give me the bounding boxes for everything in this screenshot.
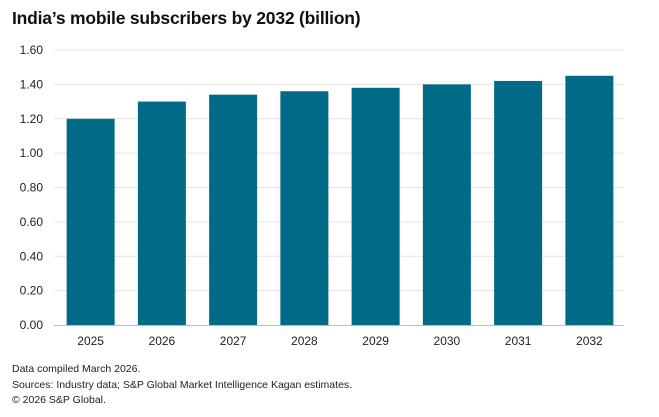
y-tick-label: 0.80 xyxy=(20,181,44,195)
chart-title: India’s mobile subscribers by 2032 (bill… xyxy=(12,8,361,28)
x-tick-label: 2026 xyxy=(149,334,176,348)
y-tick-label: 0.40 xyxy=(20,249,44,263)
y-tick-label: 1.00 xyxy=(20,146,44,160)
x-tick-label: 2031 xyxy=(505,334,532,348)
note-sources: Sources: Industry data; S&P Global Marke… xyxy=(12,378,353,391)
x-axis-ticks: 2025 2026 2027 2028 2029 2030 2031 2032 xyxy=(77,334,603,348)
footnotes: Data compiled March 2026. Sources: Indus… xyxy=(12,362,352,409)
y-tick-label: 0.60 xyxy=(20,215,44,229)
y-tick-label: 1.60 xyxy=(20,43,44,57)
bar-2031 xyxy=(494,80,543,325)
bar-2029 xyxy=(351,87,400,325)
x-tick-label: 2032 xyxy=(576,334,603,348)
y-tick-label: 1.20 xyxy=(20,112,44,126)
bars xyxy=(66,75,614,325)
y-tick-label: 0.00 xyxy=(20,318,44,332)
y-axis-ticks: 0.00 0.20 0.40 0.60 0.80 1.00 1.20 1.40 1.60 xyxy=(20,43,44,332)
y-tick-label: 0.20 xyxy=(20,284,44,298)
x-tick-label: 2027 xyxy=(220,334,247,348)
x-tick-label: 2030 xyxy=(434,334,461,348)
y-tick-label: 1.40 xyxy=(20,77,44,91)
note-copyright: © 2026 S&P Global. xyxy=(12,394,106,406)
bar-2026 xyxy=(137,101,186,325)
bar-2025 xyxy=(66,118,115,325)
bar-2028 xyxy=(280,91,329,325)
bar-2027 xyxy=(209,94,258,325)
x-tick-label: 2028 xyxy=(291,334,318,348)
bar-2030 xyxy=(422,84,471,325)
x-tick-label: 2029 xyxy=(362,334,389,348)
x-tick-label: 2025 xyxy=(77,334,104,348)
bar-2032 xyxy=(565,75,614,325)
note-compiled: Data compiled March 2026. xyxy=(12,363,141,375)
